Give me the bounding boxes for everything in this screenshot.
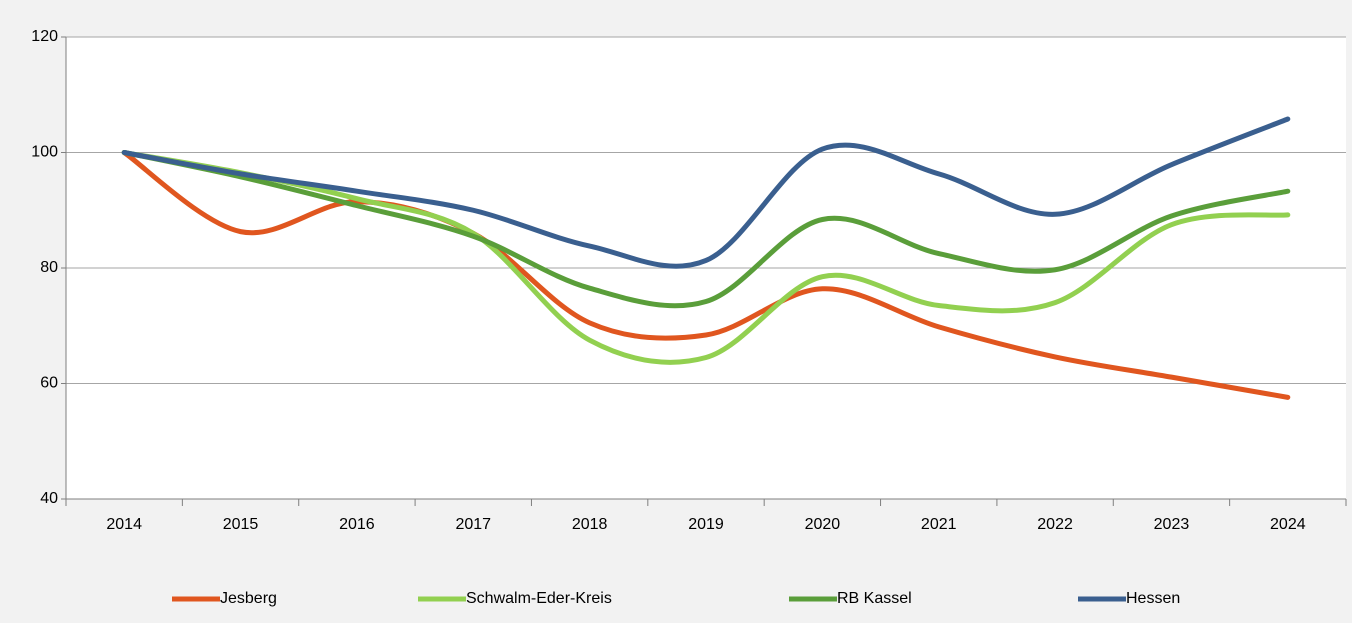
y-tick-label: 120 (31, 28, 58, 45)
legend-label: RB Kassel (837, 590, 912, 607)
x-tick-label: 2020 (805, 516, 841, 533)
x-tick-label: 2022 (1037, 516, 1073, 533)
y-tick-label: 40 (40, 490, 58, 507)
legend-label: Hessen (1126, 590, 1180, 607)
x-tick-label: 2019 (688, 516, 724, 533)
x-tick-label: 2021 (921, 516, 957, 533)
y-tick-label: 100 (31, 144, 58, 161)
x-tick-label: 2024 (1270, 516, 1306, 533)
line-series (121, 150, 1291, 365)
x-tick-label: 2018 (572, 516, 608, 533)
legend-label: Schwalm-Eder-Kreis (466, 590, 612, 607)
x-tick-label: 2014 (106, 516, 142, 533)
x-tick-label: 2016 (339, 516, 375, 533)
x-tick-label: 2015 (223, 516, 259, 533)
line-series (121, 150, 1291, 400)
y-tick-label: 80 (40, 259, 58, 276)
line-series (121, 116, 1291, 269)
line-series (121, 150, 1291, 309)
y-tick-label: 60 (40, 375, 58, 392)
x-tick-label: 2017 (455, 516, 491, 533)
legend-label: Jesberg (220, 590, 277, 607)
x-tick-label: 2023 (1154, 516, 1190, 533)
